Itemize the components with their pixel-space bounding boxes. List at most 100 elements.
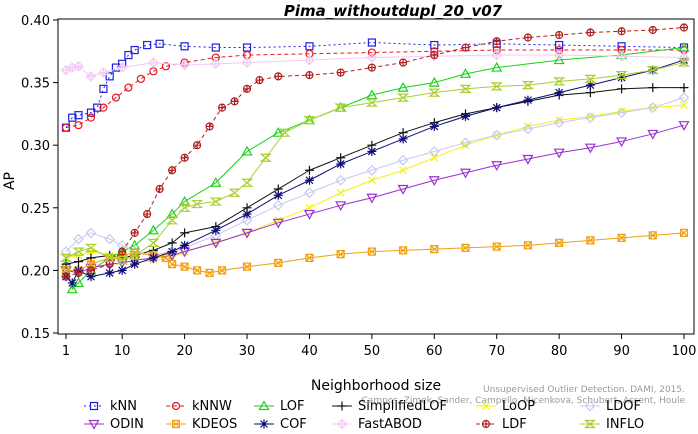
data-point [278,128,291,137]
data-point [74,268,83,277]
data-point [242,262,252,271]
data-point [678,41,690,52]
x-tick-label: 60 [426,344,443,359]
data-point [396,93,410,102]
series-line-simplifiedlof [65,87,684,265]
data-point [86,113,96,122]
data-point [98,67,109,78]
x-axis-label: Neighborhood size [311,378,441,394]
data-point [648,231,657,240]
data-point [336,188,345,197]
plot-frame [57,18,695,335]
data-point [336,250,345,259]
data-point [241,214,253,226]
data-point [168,260,177,269]
data-point [61,272,71,281]
data-point [111,93,121,102]
y-axis-label: AP [2,172,18,190]
data-point [304,175,314,185]
legend-label: INFLO [606,417,644,432]
legend-marker [583,419,597,429]
data-point [586,28,595,37]
data-point [72,247,85,256]
data-point [190,199,204,209]
y-tick-label: 0.20 [21,264,50,279]
data-point [242,209,252,219]
data-point [367,63,376,72]
legend-marker [88,419,100,430]
legend-label: kNN [110,399,137,414]
legend-label: KDEOS [192,417,237,432]
x-tick-label: 30 [239,344,256,359]
data-point [335,174,347,186]
data-point [240,178,254,187]
data-point [521,81,535,90]
data-point [678,121,690,131]
series-ldf [61,23,689,281]
data-point [255,76,264,85]
data-point [459,84,472,93]
legend-item-loop: LoOP [476,399,535,414]
data-point [84,243,98,252]
data-point [648,25,657,35]
data-point [646,65,660,75]
data-point [192,266,202,275]
data-point [136,74,146,83]
credit-line-2: Campos, Zimek, Sander, Campello, Micenko… [362,396,686,406]
data-point [168,166,177,175]
data-point [210,177,222,187]
data-point [167,238,177,248]
legend: kNN kNNW LOF SimplifiedLOF LoOP LDOF ODIN KDEOS… [84,399,644,432]
data-point [179,59,190,71]
data-point [492,37,501,46]
data-point [399,166,408,175]
data-point [615,70,628,80]
data-point [274,258,283,267]
legend-marker [481,419,491,429]
y-tick-label: 0.25 [21,202,50,217]
data-point [228,188,241,197]
data-point [397,184,409,195]
data-point [677,58,691,67]
data-point [130,248,139,257]
data-point [586,236,595,245]
axis-ticks: 1 10 20 30 40 50 60 70 80 90 100 0.15 0.20 0.25 0.30 0.… [21,14,696,359]
data-point [553,49,565,61]
data-point [241,228,253,239]
x-tick-label: 20 [176,344,193,359]
y-tick-label: 0.40 [21,14,50,29]
data-point [210,238,222,249]
data-point [336,159,346,169]
legend-label: LDF [502,417,527,432]
data-point [491,129,503,141]
data-point [680,101,688,110]
data-point [584,74,597,83]
data-point [679,23,689,32]
data-point [617,107,626,116]
data-point [155,184,164,194]
data-point [366,52,378,63]
data-point [305,253,314,262]
data-point [367,247,376,256]
data-point [147,238,160,247]
data-point [459,168,472,179]
data-point [128,251,141,260]
x-tick-label: 70 [488,344,505,359]
data-point [167,247,177,257]
legend-item-inflo: INFLO [580,417,644,432]
data-point [398,58,408,67]
data-point [118,247,127,256]
data-point [617,27,626,36]
data-point [68,113,77,122]
data-point [148,253,158,263]
data-point [130,259,140,269]
data-point [460,137,471,149]
data-point [61,123,71,132]
data-point [99,103,108,112]
legend-item-knn: kNN [84,399,137,414]
data-point [192,141,202,150]
data-point [103,253,116,262]
data-point [86,108,96,117]
data-point [166,208,178,219]
data-point [584,143,596,154]
